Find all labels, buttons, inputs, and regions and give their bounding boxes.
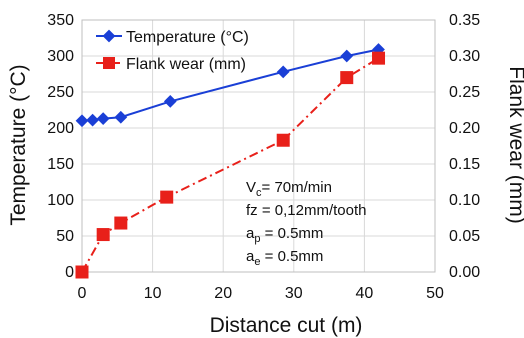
data-point-flank-wear (75, 265, 89, 279)
x-tick-label: 0 (78, 285, 87, 302)
right-y-axis-ticks: 0.00 0.05 0.10 0.15 0.20 0.25 0.30 0.35 (449, 12, 480, 281)
data-point-temperature (96, 112, 110, 125)
right-y-axis-title: Flank wear (mm) (505, 66, 524, 224)
data-point-flank-wear (160, 190, 174, 204)
annotation-line-cutting-speed: Vc= 70m/min (246, 179, 332, 199)
legend-entry-flank-wear: Flank wear (mm) (96, 56, 246, 73)
right-y-tick-label: 0.25 (449, 84, 480, 101)
left-y-tick-label: 50 (56, 228, 74, 245)
data-point-temperature (340, 49, 354, 63)
x-tick-label: 50 (426, 285, 444, 302)
left-y-tick-label: 150 (47, 156, 74, 173)
legend-label-temperature: Temperature (°C) (126, 29, 249, 46)
left-y-tick-label: 100 (47, 192, 74, 209)
x-tick-label: 10 (144, 285, 162, 302)
data-point-flank-wear (276, 133, 290, 147)
left-y-tick-label: 350 (47, 12, 74, 29)
legend-label-flank-wear: Flank wear (mm) (126, 56, 246, 73)
right-y-tick-label: 0.10 (449, 192, 480, 209)
series-line-flank-wear (81, 57, 380, 273)
series-layer (75, 43, 386, 279)
data-point-temperature (163, 94, 177, 108)
left-y-tick-label: 200 (47, 120, 74, 137)
data-point-temperature (114, 110, 128, 124)
plot-border (81, 19, 436, 273)
x-axis-ticks: 0 10 20 30 40 50 (78, 285, 444, 302)
x-tick-label: 20 (214, 285, 232, 302)
left-y-tick-label: 250 (47, 84, 74, 101)
data-point-flank-wear (372, 51, 386, 65)
data-point-flank-wear (96, 228, 110, 242)
legend-entry-temperature: Temperature (°C) (96, 29, 249, 46)
right-y-tick-label: 0.20 (449, 120, 480, 137)
data-point-flank-wear (340, 71, 354, 85)
right-y-tick-label: 0.00 (449, 264, 480, 281)
left-y-tick-label: 0 (65, 264, 74, 281)
plot-frame (81, 19, 436, 273)
legend: Temperature (°C) Flank wear (mm) (96, 29, 249, 73)
cutting-parameters-annotation: Vc= 70m/min fz = 0,12mm/tooth ap = 0.5mm… (246, 179, 366, 268)
left-y-axis-title: Temperature (°C) (7, 64, 30, 225)
data-point-flank-wear (114, 216, 128, 230)
right-y-tick-label: 0.35 (449, 12, 480, 29)
x-axis-title: Distance cut (m) (210, 314, 363, 337)
left-y-axis-ticks: 0 50 100 150 200 250 300 350 (47, 12, 74, 281)
data-point-temperature (86, 113, 99, 127)
x-tick-label: 40 (356, 285, 374, 302)
left-y-tick-label: 300 (47, 48, 74, 65)
x-tick-label: 30 (285, 285, 303, 302)
data-point-temperature (75, 114, 89, 128)
data-point-temperature (276, 65, 290, 79)
annotation-line-radial-depth: ae = 0.5mm (246, 248, 323, 268)
annotation-line-axial-depth: ap = 0.5mm (246, 225, 323, 245)
right-y-tick-label: 0.30 (449, 48, 480, 65)
right-y-tick-label: 0.05 (449, 228, 480, 245)
annotation-line-feed: fz = 0,12mm/tooth (246, 202, 366, 219)
legend-marker-temperature (102, 29, 116, 43)
right-y-tick-label: 0.15 (449, 156, 480, 173)
legend-marker-flank-wear (103, 57, 115, 69)
